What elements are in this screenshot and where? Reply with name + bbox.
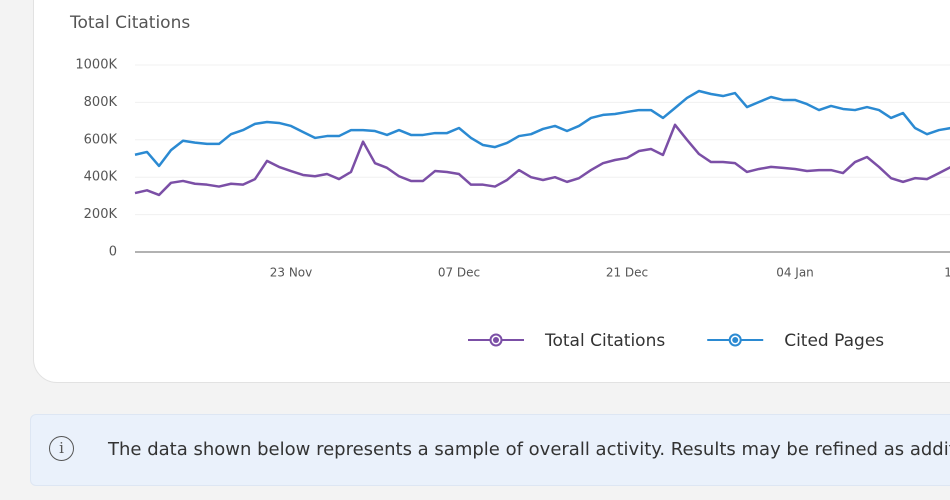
x-tick-label: 18 Jan: [944, 266, 950, 280]
info-text: The data shown below represents a sample…: [108, 439, 950, 460]
y-tick-label: 600K: [84, 132, 118, 147]
info-banner: i The data shown below represents a samp…: [30, 414, 950, 486]
chart-title: Total Citations: [69, 13, 190, 33]
series-line: [134, 123, 950, 197]
y-tick-label: 400K: [84, 170, 118, 185]
chart-card: [33, 0, 950, 383]
info-icon: i: [49, 436, 74, 461]
x-tick-label: 21 Dec: [606, 266, 648, 280]
series-line: [134, 89, 950, 168]
chart: Total Citations 0 200K 400K 600K 800K 1000K 23…: [69, 13, 950, 351]
legend-marker-dot: [732, 337, 739, 343]
y-tick-label: 1000K: [75, 58, 117, 73]
x-tick-label: 23 Nov: [270, 266, 313, 280]
x-tick-label: 04 Jan: [776, 266, 814, 280]
legend-item: Total Citations: [468, 331, 665, 351]
legend-marker-dot: [493, 337, 499, 343]
y-tick-label: 200K: [84, 207, 118, 222]
y-tick-label: 800K: [84, 95, 118, 110]
x-tick-label: 07 Dec: [438, 266, 480, 280]
legend-item: Cited Pages: [707, 331, 884, 351]
legend-label: Total Citations: [544, 331, 665, 351]
legend-label: Cited Pages: [784, 331, 884, 351]
y-tick-label: 0: [109, 245, 117, 260]
